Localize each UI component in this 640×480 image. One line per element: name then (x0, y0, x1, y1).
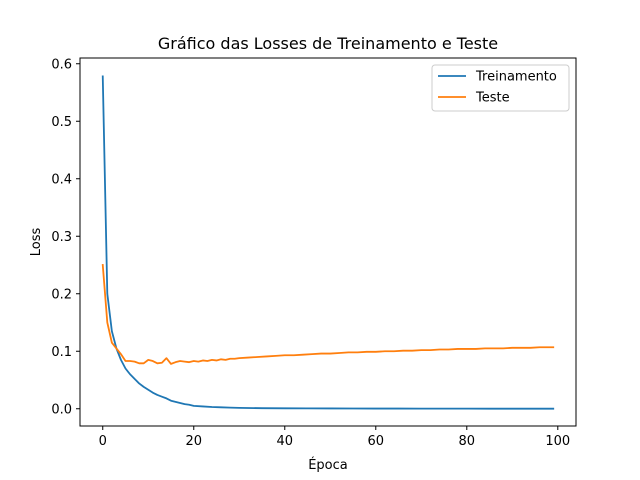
y-tick-label: 0.2 (51, 287, 72, 302)
y-tick-label: 0.5 (51, 115, 72, 130)
x-tick-label: 100 (545, 434, 570, 449)
chart-title: Gráfico das Losses de Treinamento e Test… (158, 34, 498, 53)
axes-frame (79, 57, 577, 427)
x-tick-label: 80 (459, 434, 476, 449)
series-line-treinamento (101, 75, 555, 410)
legend: Treinamento Teste (431, 64, 570, 112)
x-tick-label: 20 (185, 434, 202, 449)
legend-label: Treinamento (475, 70, 557, 85)
y-tick-label: 0.3 (51, 230, 72, 245)
x-tick-label: 0 (99, 434, 107, 449)
y-tick-label: 0.6 (51, 57, 72, 72)
y-axis-label: Loss (29, 228, 44, 257)
y-tick-label: 0.1 (51, 345, 72, 360)
legend-label: Teste (475, 91, 510, 106)
x-tick-label: 60 (368, 434, 385, 449)
legend-box (431, 64, 570, 112)
plot-area (101, 75, 555, 410)
x-tick-label: 40 (276, 434, 293, 449)
x-axis: 0 20 40 60 80 100 (99, 426, 570, 449)
y-axis: 0.0 0.1 0.2 0.3 0.4 0.5 0.6 (51, 57, 80, 417)
y-tick-label: 0.4 (51, 172, 72, 187)
series-line-teste (101, 264, 555, 365)
y-tick-label: 0.0 (51, 402, 72, 417)
x-axis-label: Época (308, 457, 348, 473)
